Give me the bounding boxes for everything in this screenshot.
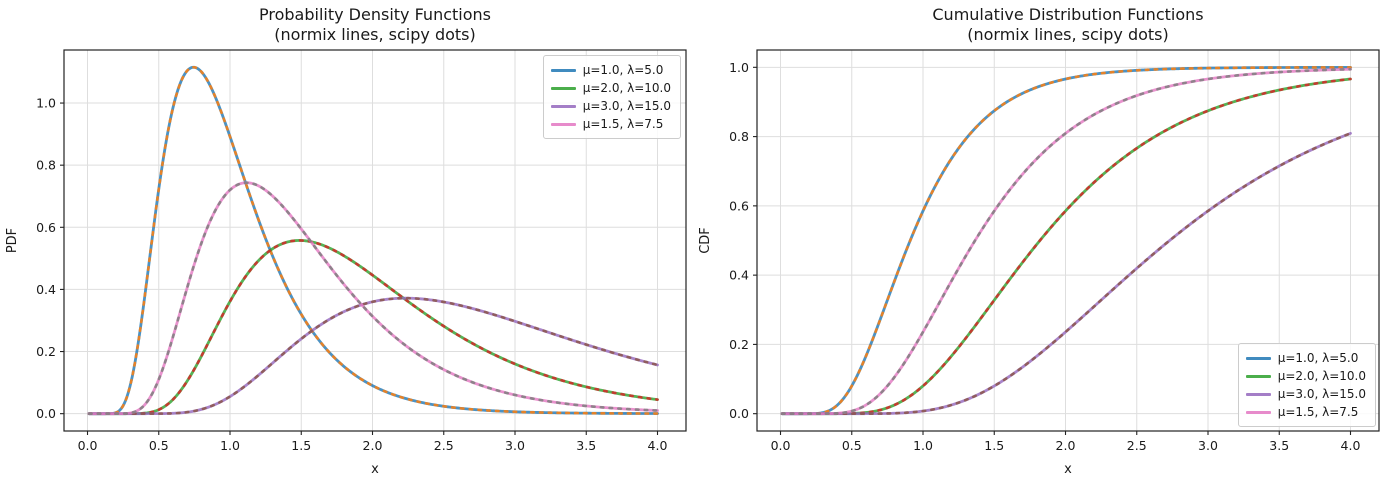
y-axis-label: PDF xyxy=(5,228,20,253)
pdf-chart-title-line1: Probability Density Functions xyxy=(259,5,491,24)
legend-swatch-icon xyxy=(550,86,576,90)
legend-swatch-icon xyxy=(550,68,576,72)
y-tick-label: 0.6 xyxy=(36,220,56,235)
curve-line-3 xyxy=(87,181,659,416)
curve-dots-2 xyxy=(780,132,1352,415)
cdf-legend: μ=1.0, λ=5.0 μ=2.0, λ=10.0 μ=3.0, λ=15.0 μ=… xyxy=(1237,343,1376,427)
pdf-legend: μ=1.0, λ=5.0 μ=2.0, λ=10.0 μ=3.0, λ=15.0 μ=… xyxy=(542,55,681,139)
legend-label: μ=1.0, λ=5.0 xyxy=(582,63,664,77)
legend-label: μ=1.5, λ=7.5 xyxy=(582,117,664,131)
x-tick-label: 4.0 xyxy=(1341,438,1361,453)
x-tick-label: 3.5 xyxy=(1269,438,1289,453)
curve-dots-0 xyxy=(780,66,1352,415)
x-tick-label: 3.0 xyxy=(505,438,525,453)
legend-label: μ=1.0, λ=5.0 xyxy=(1277,351,1359,365)
x-tick-label: 3.0 xyxy=(1198,438,1218,453)
x-tick-label: 2.5 xyxy=(1127,438,1147,453)
legend-label: μ=2.0, λ=10.0 xyxy=(582,81,671,95)
y-tick-label: 0.4 xyxy=(729,268,749,283)
x-tick-label: 0.0 xyxy=(78,438,98,453)
pdf-chart-title: Probability Density Functions (normix li… xyxy=(64,5,686,45)
x-tick-label: 3.5 xyxy=(576,438,596,453)
legend-item-2: μ=3.0, λ=15.0 xyxy=(1245,385,1366,403)
pdf-chart-canvas: 0.0 0.5 1.0 1.5 2.0 2.5 3.0 3.5 4.0 x 0.0 0.2 0.4 0.6… xyxy=(5,49,687,477)
y-tick-label: 0.8 xyxy=(729,129,749,144)
y-tick-label: 1.0 xyxy=(729,60,749,75)
cdf-chart-title-line1: Cumulative Distribution Functions xyxy=(932,5,1204,24)
x-tick-label: 1.0 xyxy=(913,438,933,453)
y-axis: 0.0 0.2 0.4 0.6 0.8 1.0 PDF xyxy=(5,96,64,421)
curve-line-1 xyxy=(87,239,659,416)
x-tick-label: 0.5 xyxy=(149,438,169,453)
curves xyxy=(780,65,1352,416)
curve-dots-1 xyxy=(780,77,1352,415)
x-axis: 0.0 0.5 1.0 1.5 2.0 2.5 3.0 3.5 4.0 x xyxy=(78,431,668,477)
cdf-chart-title: Cumulative Distribution Functions (normi… xyxy=(757,5,1379,45)
curve-dots-3 xyxy=(780,67,1352,415)
axes-spines xyxy=(63,49,687,432)
x-tick-label: 1.5 xyxy=(984,438,1004,453)
legend-label: μ=2.0, λ=10.0 xyxy=(1277,369,1366,383)
legend-label: μ=3.0, λ=15.0 xyxy=(582,99,671,113)
y-axis-label: CDF xyxy=(698,227,713,254)
legend-item-3: μ=1.5, λ=7.5 xyxy=(550,115,671,133)
cdf-chart-canvas: 0.0 0.5 1.0 1.5 2.0 2.5 3.0 3.5 4.0 x 0.0 0.2 0.4 0.6… xyxy=(698,49,1380,477)
curve-dots-3 xyxy=(87,181,659,415)
axes-spines xyxy=(756,49,1380,432)
legend-item-2: μ=3.0, λ=15.0 xyxy=(550,97,671,115)
y-tick-label: 0.6 xyxy=(729,198,749,213)
x-axis-label: x xyxy=(1064,462,1072,477)
y-tick-label: 0.0 xyxy=(36,406,56,421)
legend-swatch-icon xyxy=(1245,392,1271,396)
legend-item-3: μ=1.5, λ=7.5 xyxy=(1245,403,1366,421)
legend-label: μ=1.5, λ=7.5 xyxy=(1277,405,1359,419)
x-tick-label: 0.5 xyxy=(842,438,862,453)
curve-dots-2 xyxy=(87,296,659,415)
y-tick-label: 0.4 xyxy=(36,282,56,297)
legend-label: μ=3.0, λ=15.0 xyxy=(1277,387,1366,401)
curve-line-0 xyxy=(87,65,659,416)
x-tick-label: 0.0 xyxy=(771,438,791,453)
legend-item-1: μ=2.0, λ=10.0 xyxy=(1245,367,1366,385)
y-axis: 0.0 0.2 0.4 0.6 0.8 1.0 CDF xyxy=(698,60,757,421)
legend-swatch-icon xyxy=(1245,356,1271,360)
x-tick-label: 4.0 xyxy=(648,438,668,453)
pdf-chart-title-line2: (normix lines, scipy dots) xyxy=(274,25,476,44)
pdf-chart: 0.0 0.5 1.0 1.5 2.0 2.5 3.0 3.5 4.0 x 0.0 0.2 0.4 0.6… xyxy=(0,0,693,487)
x-axis: 0.0 0.5 1.0 1.5 2.0 2.5 3.0 3.5 4.0 x xyxy=(771,431,1361,477)
legend-swatch-icon xyxy=(1245,374,1271,378)
legend-swatch-icon xyxy=(550,104,576,108)
y-tick-label: 0.0 xyxy=(729,406,749,421)
cdf-chart-title-line2: (normix lines, scipy dots) xyxy=(967,25,1169,44)
x-tick-label: 1.5 xyxy=(291,438,311,453)
legend-swatch-icon xyxy=(1245,410,1271,414)
cdf-chart: 0.0 0.5 1.0 1.5 2.0 2.5 3.0 3.5 4.0 x 0.0 0.2 0.4 0.6… xyxy=(693,0,1386,487)
x-tick-label: 2.0 xyxy=(363,438,383,453)
legend-item-0: μ=1.0, λ=5.0 xyxy=(550,61,671,79)
x-tick-label: 1.0 xyxy=(220,438,240,453)
y-tick-label: 0.8 xyxy=(36,158,56,173)
x-tick-label: 2.0 xyxy=(1056,438,1076,453)
legend-item-0: μ=1.0, λ=5.0 xyxy=(1245,349,1366,367)
x-tick-label: 2.5 xyxy=(434,438,454,453)
legend-item-1: μ=2.0, λ=10.0 xyxy=(550,79,671,97)
y-tick-label: 1.0 xyxy=(36,96,56,111)
curve-dots-1 xyxy=(87,239,659,415)
legend-swatch-icon xyxy=(550,122,576,126)
y-tick-label: 0.2 xyxy=(729,337,749,352)
y-tick-label: 0.2 xyxy=(36,344,56,359)
x-axis-label: x xyxy=(371,462,379,477)
curves xyxy=(87,65,659,416)
